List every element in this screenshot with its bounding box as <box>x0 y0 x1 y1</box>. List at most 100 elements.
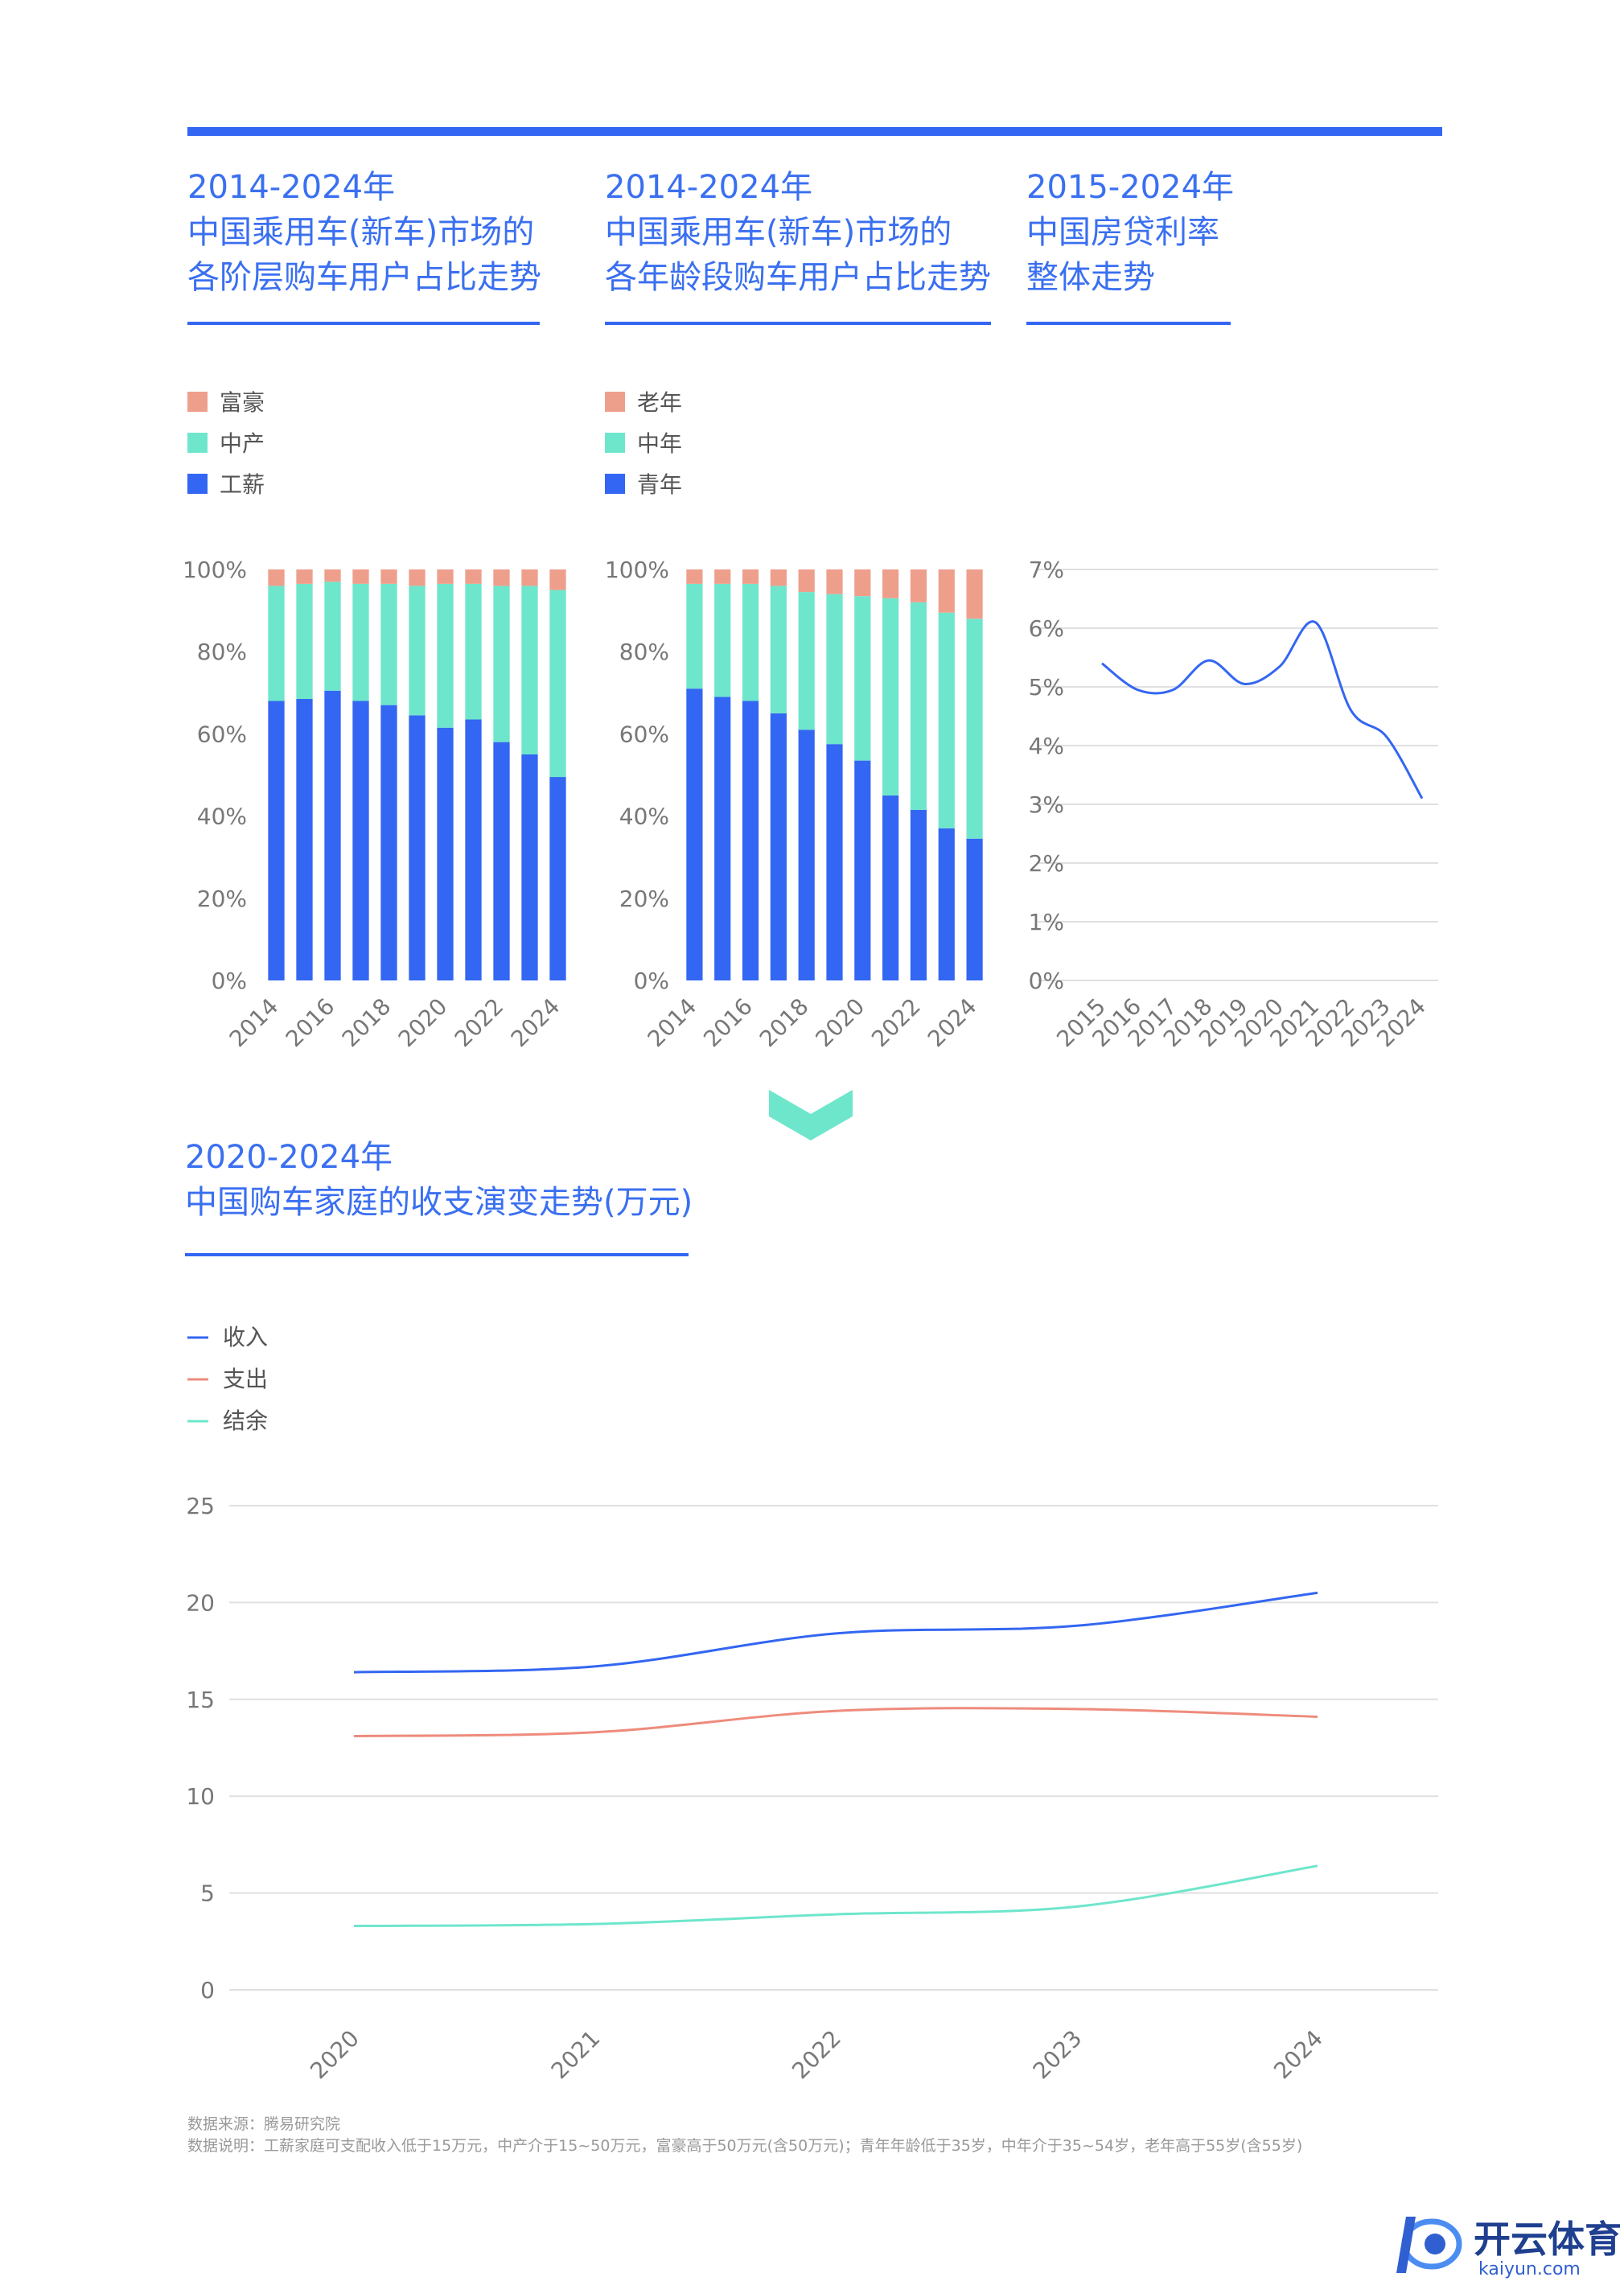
bar-segment <box>521 754 538 980</box>
bar-segment <box>549 590 566 778</box>
title-panel-4: 2020-2024年 中国购车家庭的收支演变走势(万元) <box>185 1139 693 1256</box>
title-3-underline <box>1026 322 1231 325</box>
brand-logo: 开云体育 kaiyun.com <box>1396 2217 1622 2279</box>
bar-segment <box>966 838 983 980</box>
legend-label: 支出 <box>223 1366 268 1392</box>
y-tick-label: 10 <box>186 1783 215 1810</box>
y-tick-label: 100% <box>183 557 247 583</box>
legend-label: 青年 <box>637 471 682 498</box>
x-tick-label: 2024 <box>923 993 982 1053</box>
chevron-down-icon <box>769 1090 853 1140</box>
bar-segment <box>742 701 759 980</box>
bar-segment <box>714 569 731 584</box>
y-tick-label: 0% <box>634 968 669 994</box>
y-tick-label: 60% <box>619 721 669 747</box>
title-panel-3: 2015-2024年 中国房贷利率 整体走势 <box>1026 169 1234 325</box>
legend-label: 工薪 <box>220 471 265 498</box>
logo-k-stroke-icon <box>1396 2217 1416 2273</box>
bar-segment <box>324 569 341 582</box>
legend-label: 收入 <box>223 1324 268 1350</box>
mortgage-rate-line <box>1101 620 1424 799</box>
bar-segment <box>324 690 341 980</box>
bar-segment <box>882 795 899 980</box>
x-tick-label: 2020 <box>305 2025 364 2085</box>
bar-segment <box>882 569 899 598</box>
x-tick-label: 2024 <box>506 993 565 1053</box>
bar-segment <box>409 586 426 716</box>
bar-segment <box>770 713 787 980</box>
bar-segment <box>380 705 397 980</box>
title-2-line-2: 中国乘用车(新车)市场的 <box>605 214 952 251</box>
legend-swatch <box>187 433 208 453</box>
legend-swatch <box>605 433 625 453</box>
bar-segment <box>882 598 899 796</box>
bar-segment <box>352 701 369 980</box>
source-note: 数据来源：腾易研究院 <box>187 2115 340 2133</box>
bar-segment <box>521 569 538 586</box>
title-2-underline <box>605 322 991 325</box>
bar-segment <box>296 698 313 980</box>
x-tick-label: 2022 <box>450 993 509 1053</box>
x-tick-label: 2023 <box>1028 2025 1087 2085</box>
legend-label: 中产 <box>220 430 265 457</box>
bar-segment <box>324 582 341 691</box>
x-tick-label: 2024 <box>1268 2025 1328 2085</box>
title-4-line-2: 中国购车家庭的收支演变走势(万元) <box>185 1184 693 1221</box>
y-tick-label: 3% <box>1029 791 1064 818</box>
logo-ball-icon <box>1425 2234 1445 2254</box>
bar-segment <box>686 688 703 980</box>
bar-segment <box>966 619 983 839</box>
title-1-underline <box>187 322 540 325</box>
x-tick-label: 2020 <box>393 993 453 1053</box>
title-4-underline <box>185 1253 689 1256</box>
title-panel-1: 2014-2024年 中国乘用车(新车)市场的 各阶层购车用户占比走势 <box>187 169 541 325</box>
title-1-line-1: 2014-2024年 <box>187 169 395 206</box>
bar-segment <box>352 569 369 584</box>
bar-segment <box>268 569 285 586</box>
title-4-line-1: 2020-2024年 <box>185 1139 393 1176</box>
y-tick-label: 5 <box>200 1880 215 1907</box>
title-1-line-3: 各阶层购车用户占比走势 <box>187 259 541 296</box>
bar-segment <box>854 760 871 980</box>
legend-swatch <box>187 392 208 412</box>
bar-segment <box>521 586 538 754</box>
y-tick-label: 4% <box>1029 733 1064 759</box>
bar-segment <box>854 596 871 761</box>
title-panel-2: 2014-2024年 中国乘用车(新车)市场的 各年龄段购车用户占比走势 <box>605 169 991 325</box>
bar-segment <box>493 569 510 586</box>
y-tick-label: 0 <box>200 1977 215 2004</box>
title-1-line-2: 中国乘用车(新车)市场的 <box>187 214 534 251</box>
y-tick-label: 7% <box>1029 557 1064 583</box>
legend-label: 中年 <box>637 430 682 457</box>
y-tick-label: 20% <box>619 886 669 912</box>
y-tick-label: 60% <box>197 721 247 747</box>
x-tick-label: 2021 <box>546 2025 606 2085</box>
bar-segment <box>352 583 369 701</box>
bar-segment <box>437 727 454 980</box>
bar-segment <box>549 569 566 590</box>
title-3-line-2: 中国房贷利率 <box>1026 214 1219 251</box>
y-tick-label: 20 <box>186 1589 215 1616</box>
bar-segment <box>770 569 787 586</box>
x-tick-label: 2020 <box>811 993 870 1053</box>
logo-text-en: kaiyun.com <box>1478 2259 1581 2279</box>
bar-segment <box>686 569 703 584</box>
series-line <box>353 1707 1318 1738</box>
y-tick-label: 0% <box>1029 968 1064 994</box>
bar-segment <box>296 569 313 584</box>
explanation-note: 数据说明：工薪家庭可支配收入低于15万元，中产介于15~50万元，富豪高于50万… <box>187 2137 1302 2155</box>
y-tick-label: 1% <box>1029 909 1064 935</box>
bar-segment <box>549 777 566 980</box>
y-tick-label: 20% <box>197 886 247 912</box>
bar-segment <box>966 569 983 619</box>
legend-swatch <box>605 392 625 412</box>
bar-segment <box>268 701 285 980</box>
legend-label: 老年 <box>637 389 682 416</box>
bar-segment <box>910 809 927 980</box>
bar-segment <box>296 583 313 699</box>
line-chart-mortgage-rate: 0%1%2%3%4%5%6%7%201520162017201820192020… <box>1029 557 1438 1052</box>
